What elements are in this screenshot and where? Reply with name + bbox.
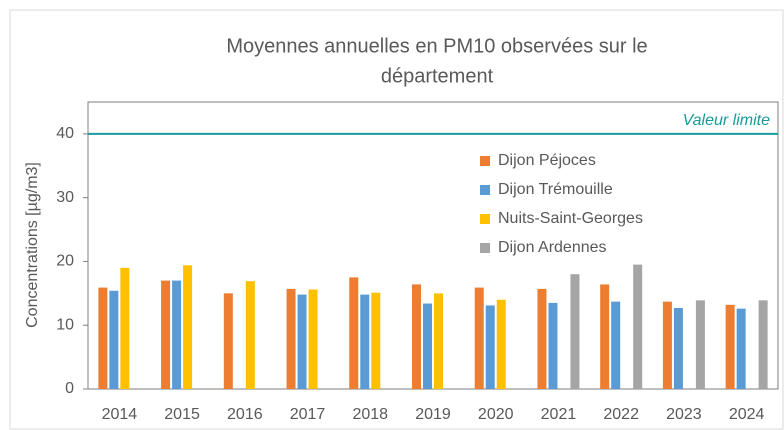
bar (600, 284, 610, 389)
legend-label: Dijon Péjoces (498, 152, 596, 169)
y-tick-label: 30 (56, 189, 74, 206)
x-tick-label: 2017 (290, 406, 326, 423)
bar (286, 288, 296, 389)
bar (474, 287, 484, 389)
x-tick-label: 2015 (164, 406, 200, 423)
y-tick-label: 0 (65, 380, 74, 397)
plot-frame (87, 101, 779, 390)
x-tick-label: 2021 (541, 406, 577, 423)
bar (371, 292, 381, 389)
bar (308, 289, 318, 389)
legend-label: Dijon Ardennes (498, 239, 607, 256)
bar (109, 290, 119, 389)
bar (98, 287, 108, 389)
legend-swatch (480, 243, 490, 253)
legend-swatch (480, 156, 490, 166)
bar (662, 301, 672, 389)
bar (548, 302, 558, 389)
bar (633, 264, 643, 389)
legend-swatch (480, 214, 490, 224)
y-tick-label: 10 (56, 316, 74, 333)
legend-label: Nuits-Saint-Georges (498, 210, 643, 227)
legend-label: Dijon Trémouille (498, 181, 613, 198)
legend-box (470, 145, 685, 263)
bar (695, 300, 705, 389)
bar (537, 288, 547, 389)
bar (172, 280, 182, 389)
x-tick-label: 2019 (415, 406, 451, 423)
y-axis-label: Concentrations [µg/m3] (24, 162, 41, 328)
bar (673, 308, 683, 389)
x-tick-label: 2023 (666, 406, 702, 423)
bar (349, 277, 359, 389)
bar (758, 300, 768, 389)
x-tick-label: 2014 (102, 406, 138, 423)
x-tick-label: 2018 (352, 406, 388, 423)
bar (736, 308, 746, 389)
bar (412, 284, 421, 389)
bar (423, 303, 432, 389)
x-tick-label: 2022 (603, 406, 639, 423)
chart-title: département (381, 65, 494, 87)
bar (496, 299, 506, 389)
bar (120, 267, 130, 389)
reference-label: Valeur limite (683, 112, 771, 129)
bar (223, 293, 233, 389)
x-tick-label: 2024 (729, 406, 765, 423)
bar (360, 294, 370, 389)
bar (434, 293, 443, 389)
bar (611, 301, 621, 389)
bar (570, 274, 580, 389)
bar (297, 294, 307, 389)
y-tick-label: 20 (56, 253, 74, 270)
bar (725, 304, 735, 389)
x-tick-label: 2016 (227, 406, 263, 423)
y-tick-label: 40 (56, 125, 74, 142)
legend-swatch (480, 185, 490, 195)
chart-title: Moyennes annuelles en PM10 observées sur… (226, 35, 647, 57)
x-tick-label: 2020 (478, 406, 514, 423)
bar (245, 281, 255, 389)
bar (161, 280, 171, 389)
bar (183, 265, 193, 389)
bar (485, 305, 495, 389)
